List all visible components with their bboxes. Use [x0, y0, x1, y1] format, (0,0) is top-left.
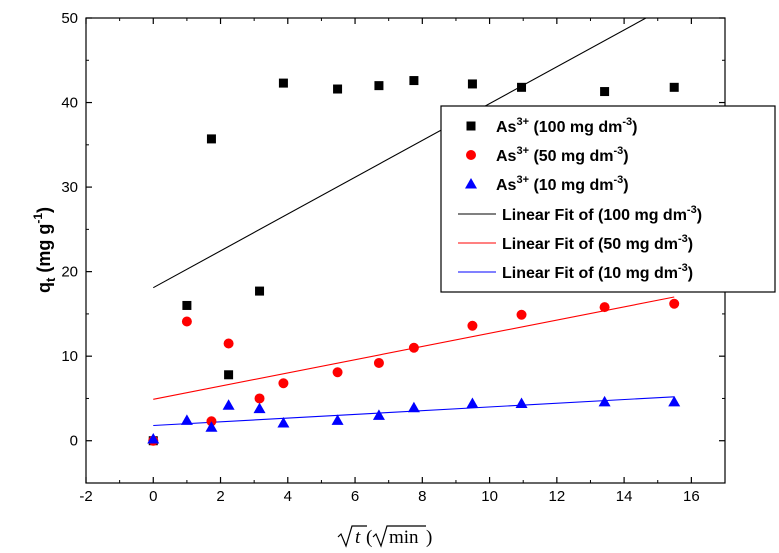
point-100 — [669, 82, 679, 92]
point-10 — [277, 416, 290, 428]
point-50 — [408, 342, 419, 353]
x-tick-label: 6 — [351, 488, 359, 505]
x-tick-label: 14 — [616, 488, 633, 505]
x-tick-label: -2 — [79, 488, 92, 505]
legend-label-3: As3+ (10 mg dm-3) — [496, 174, 629, 194]
point-10 — [466, 397, 479, 409]
y-tick-label: 30 — [61, 179, 78, 196]
point-10 — [205, 421, 218, 432]
legend-label-1: As3+ (100 mg dm-3) — [496, 116, 637, 136]
point-10 — [598, 395, 611, 407]
y-tick-label: 0 — [70, 433, 78, 450]
legend-label-2: As3+ (50 mg dm-3) — [496, 145, 629, 165]
y-tick-label: 40 — [61, 95, 78, 112]
point-100 — [374, 81, 384, 91]
point-50 — [669, 298, 680, 309]
point-50 — [278, 378, 289, 389]
point-100 — [182, 300, 192, 310]
point-10 — [331, 414, 344, 425]
point-100 — [409, 76, 419, 86]
point-10 — [147, 433, 160, 444]
point-100 — [255, 286, 265, 296]
point-50 — [373, 357, 384, 368]
point-50 — [332, 367, 343, 378]
point-10 — [180, 414, 193, 425]
point-50 — [181, 316, 192, 327]
point-10 — [668, 395, 681, 407]
point-100 — [278, 78, 288, 88]
legend-box — [440, 105, 776, 293]
point-50 — [516, 309, 527, 320]
x-tick-label: 12 — [548, 488, 565, 505]
point-50 — [467, 320, 478, 331]
y-tick-label: 10 — [61, 348, 78, 365]
legend-marker-2 — [466, 150, 476, 160]
x-axis-var: t — [355, 527, 361, 548]
legend-fit-label-1: Linear Fit of (100 mg dm-3) — [502, 204, 702, 224]
point-10 — [407, 401, 420, 413]
y-tick-label: 20 — [61, 264, 78, 281]
x-tick-label: 16 — [683, 488, 700, 505]
x-tick-label: 8 — [418, 488, 426, 505]
legend-fit-label-3: Linear Fit of (10 mg dm-3) — [502, 262, 693, 282]
y-tick-label: 50 — [61, 10, 78, 27]
x-tick-label: 4 — [284, 488, 292, 505]
legend: As3+ (100 mg dm-3) As3+ (50 mg dm-3) As3+ … — [440, 105, 776, 293]
x-axis-label: t ( min ) — [337, 525, 432, 548]
point-100 — [517, 82, 527, 92]
point-50 — [599, 302, 610, 313]
x-tick-label: 0 — [149, 488, 157, 505]
x-tick-label: 2 — [216, 488, 224, 505]
point-100 — [467, 79, 477, 89]
point-100 — [224, 370, 234, 380]
point-10 — [253, 402, 266, 414]
fit-line-100 — [152, 18, 647, 289]
point-50 — [254, 393, 265, 404]
sqrt-sign-min — [372, 525, 426, 548]
x-axis-unit: min — [389, 527, 419, 548]
point-10 — [372, 409, 385, 420]
point-100 — [600, 87, 610, 97]
x-axis-open-paren: ( — [366, 527, 372, 548]
point-10 — [515, 397, 528, 409]
sqrt-sign-t — [337, 525, 367, 548]
x-axis-close-paren: ) — [426, 527, 432, 548]
legend-fit-label-2: Linear Fit of (50 mg dm-3) — [502, 233, 693, 253]
y-axis-label: qt (mg g-1) — [31, 207, 58, 293]
x-tick-label: 10 — [481, 488, 498, 505]
point-10 — [222, 399, 235, 410]
legend-marker-1 — [466, 121, 476, 131]
legend-marker-3 — [465, 178, 477, 189]
point-100 — [206, 134, 216, 144]
point-50 — [223, 338, 234, 349]
point-100 — [333, 84, 343, 94]
